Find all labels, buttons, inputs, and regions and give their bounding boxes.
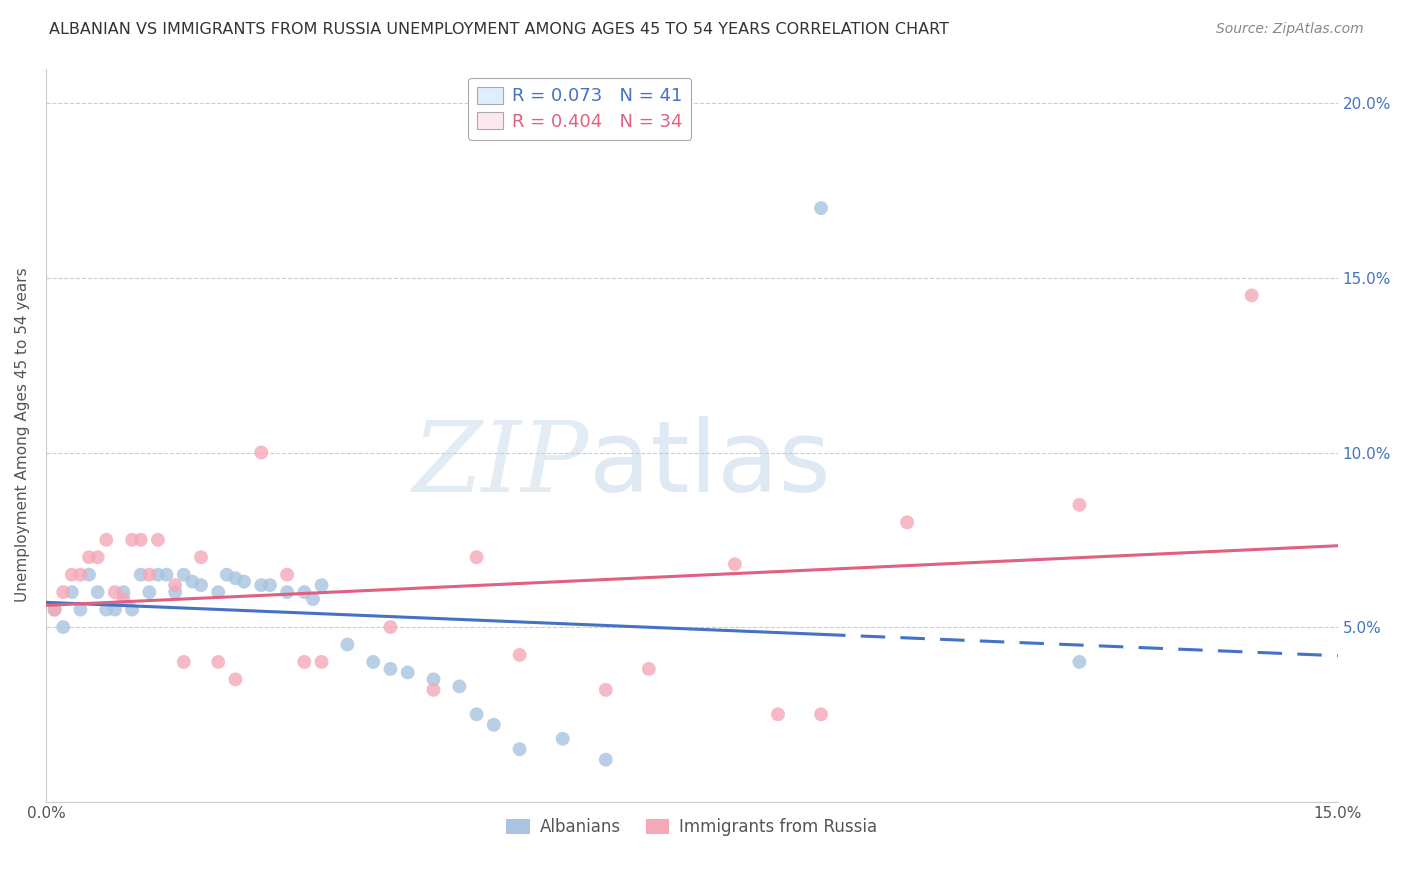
Point bbox=[896, 516, 918, 530]
Point bbox=[233, 574, 256, 589]
Point bbox=[311, 578, 333, 592]
Point bbox=[724, 558, 747, 572]
Point bbox=[449, 679, 471, 693]
Point bbox=[465, 550, 488, 565]
Point bbox=[77, 550, 100, 565]
Point bbox=[60, 585, 83, 599]
Point bbox=[215, 567, 238, 582]
Point bbox=[595, 682, 617, 697]
Text: ALBANIAN VS IMMIGRANTS FROM RUSSIA UNEMPLOYMENT AMONG AGES 45 TO 54 YEARS CORREL: ALBANIAN VS IMMIGRANTS FROM RUSSIA UNEMP… bbox=[49, 22, 949, 37]
Point bbox=[190, 578, 212, 592]
Point bbox=[173, 567, 195, 582]
Point bbox=[138, 585, 160, 599]
Point bbox=[112, 592, 135, 607]
Point bbox=[551, 731, 574, 746]
Point bbox=[69, 602, 91, 616]
Point bbox=[138, 567, 160, 582]
Point bbox=[60, 567, 83, 582]
Point bbox=[52, 620, 75, 634]
Text: Source: ZipAtlas.com: Source: ZipAtlas.com bbox=[1216, 22, 1364, 37]
Point bbox=[276, 585, 298, 599]
Point bbox=[96, 533, 118, 547]
Point bbox=[810, 707, 832, 722]
Point bbox=[104, 585, 127, 599]
Point bbox=[465, 707, 488, 722]
Point bbox=[44, 602, 66, 616]
Point bbox=[396, 665, 419, 680]
Point bbox=[77, 567, 100, 582]
Point bbox=[276, 567, 298, 582]
Point bbox=[224, 571, 246, 585]
Point bbox=[190, 550, 212, 565]
Point bbox=[155, 567, 177, 582]
Point bbox=[311, 655, 333, 669]
Point bbox=[165, 585, 187, 599]
Point bbox=[129, 567, 152, 582]
Point bbox=[224, 673, 246, 687]
Point bbox=[595, 753, 617, 767]
Point bbox=[292, 655, 315, 669]
Point bbox=[69, 567, 91, 582]
Point bbox=[146, 567, 169, 582]
Point bbox=[44, 602, 66, 616]
Point bbox=[509, 742, 531, 756]
Point bbox=[96, 602, 118, 616]
Point bbox=[250, 445, 273, 459]
Text: atlas: atlas bbox=[589, 416, 830, 513]
Point bbox=[1069, 498, 1091, 512]
Point bbox=[250, 578, 273, 592]
Legend: Albanians, Immigrants from Russia: Albanians, Immigrants from Russia bbox=[498, 810, 886, 845]
Text: ZIP: ZIP bbox=[412, 417, 589, 512]
Point bbox=[482, 718, 505, 732]
Point bbox=[1069, 655, 1091, 669]
Point bbox=[380, 620, 402, 634]
Y-axis label: Unemployment Among Ages 45 to 54 years: Unemployment Among Ages 45 to 54 years bbox=[15, 268, 30, 602]
Point bbox=[129, 533, 152, 547]
Point bbox=[165, 578, 187, 592]
Point bbox=[121, 602, 143, 616]
Point bbox=[1240, 288, 1263, 302]
Point bbox=[86, 550, 108, 565]
Point bbox=[207, 585, 229, 599]
Point bbox=[207, 655, 229, 669]
Point bbox=[173, 655, 195, 669]
Point bbox=[422, 682, 444, 697]
Point bbox=[121, 533, 143, 547]
Point bbox=[336, 638, 359, 652]
Point bbox=[259, 578, 281, 592]
Point bbox=[112, 585, 135, 599]
Point bbox=[292, 585, 315, 599]
Point bbox=[302, 592, 325, 607]
Point bbox=[380, 662, 402, 676]
Point bbox=[104, 602, 127, 616]
Point bbox=[361, 655, 384, 669]
Point bbox=[422, 673, 444, 687]
Point bbox=[146, 533, 169, 547]
Point bbox=[637, 662, 659, 676]
Point bbox=[181, 574, 204, 589]
Point bbox=[810, 201, 832, 215]
Point bbox=[86, 585, 108, 599]
Point bbox=[509, 648, 531, 662]
Point bbox=[52, 585, 75, 599]
Point bbox=[766, 707, 789, 722]
